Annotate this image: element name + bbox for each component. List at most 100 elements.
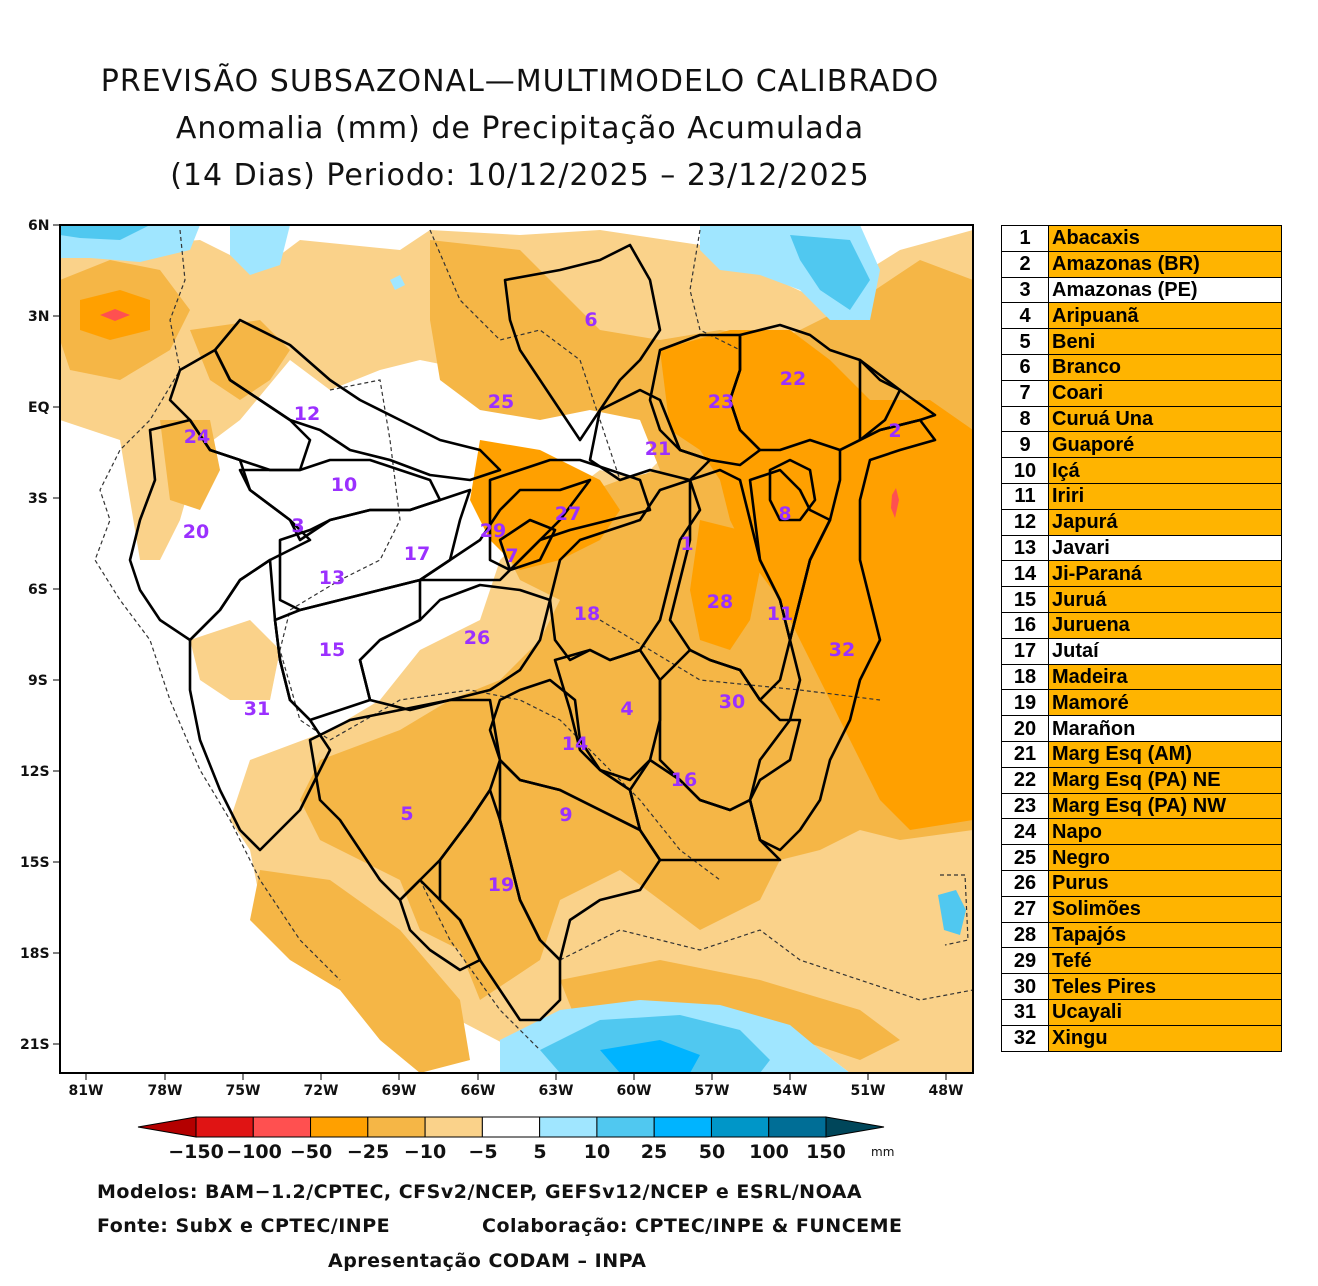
- basin-name: Amazonas (BR): [1048, 250, 1282, 278]
- svg-text:EQ: EQ: [28, 400, 50, 416]
- basin-label: 16: [671, 769, 697, 791]
- basin-name: Tapajós: [1048, 921, 1282, 949]
- basin-number: 10: [1001, 457, 1049, 484]
- basin-label: 20: [183, 521, 209, 543]
- basin-name: Xingu: [1048, 1024, 1282, 1052]
- basin-number: 24: [1001, 818, 1049, 846]
- map-subtitle: Anomalia (mm) de Precipitação Acumulada: [175, 111, 865, 146]
- country-borders: [94, 229, 973, 1051]
- basin-label: 29: [480, 520, 506, 542]
- basin-legend-row: 9 Guaporé: [1001, 431, 1282, 459]
- basin-label: 6: [584, 309, 597, 331]
- basin-name: Abacaxis: [1048, 225, 1282, 252]
- lat-tick-label: 9S: [28, 673, 60, 689]
- basin-number: 16: [1001, 611, 1049, 639]
- footer-source: Fonte: SubX e CPTEC/INPE: [97, 1215, 391, 1237]
- basin-label: 17: [404, 543, 430, 565]
- lat-tick-label: 15S: [20, 855, 60, 871]
- basin-legend-row: 8 Curuá Una: [1001, 405, 1282, 433]
- basin-label: 15: [319, 639, 345, 661]
- basin-label: 27: [555, 503, 581, 525]
- basin-name: Solimões: [1048, 895, 1282, 923]
- basin-number: 28: [1001, 921, 1049, 949]
- basin-name: Ucayali: [1048, 998, 1282, 1026]
- map-frame: [59, 224, 974, 1074]
- basin-number: 26: [1001, 869, 1049, 897]
- colorbar-tick: −150: [168, 1141, 224, 1163]
- svg-text:21S: 21S: [20, 1037, 50, 1053]
- svg-text:51W: 51W: [851, 1083, 886, 1099]
- basin-number: 18: [1001, 663, 1049, 691]
- basin-name: Beni: [1048, 328, 1282, 355]
- basin-number: 3: [1001, 276, 1049, 304]
- basin-number: 29: [1001, 947, 1049, 975]
- basin-label: 31: [244, 698, 270, 720]
- lon-tick-label: 48W: [929, 1073, 964, 1099]
- basin-legend-row: 18 Madeira: [1001, 663, 1282, 691]
- colorbar-cell: [539, 1116, 598, 1138]
- lon-tick-label: 66W: [461, 1073, 495, 1099]
- lon-tick-label: 81W: [69, 1073, 103, 1099]
- basin-name: Javari: [1048, 534, 1282, 562]
- basin-name: Marg Esq (PA) NW: [1048, 792, 1282, 820]
- basin-number: 7: [1001, 379, 1049, 407]
- basin-name: Marañon: [1048, 715, 1282, 742]
- basin-name: Iriri: [1048, 482, 1282, 510]
- basin-number: 15: [1001, 586, 1049, 613]
- svg-text:69W: 69W: [382, 1083, 417, 1099]
- basin-label: 14: [562, 733, 588, 755]
- basin-number: 13: [1001, 534, 1049, 562]
- basin-label: 21: [645, 438, 671, 460]
- basin-name: Tefé: [1048, 947, 1282, 975]
- basin-label: 23: [708, 391, 734, 413]
- basin-legend-row: 23 Marg Esq (PA) NW: [1001, 792, 1282, 820]
- precipitation-anomaly-map: 1 2 3 4 5 6 7 8 9 10 11 12 13 14 15 16 1…: [20, 218, 974, 1163]
- basin-name: Ji-Paraná: [1048, 560, 1282, 588]
- colorbar-cell: [710, 1116, 770, 1138]
- lon-tick-label: 57W: [695, 1073, 729, 1099]
- basin-name: Japurá: [1048, 508, 1282, 536]
- basin-number: 30: [1001, 973, 1049, 1000]
- basin-name: Teles Pires: [1048, 973, 1282, 1000]
- basin-legend-row: 15 Juruá: [1001, 586, 1282, 613]
- footer-models: Modelos: BAM−1.2/CPTEC, CFSv2/NCEP, GEFS…: [97, 1181, 863, 1203]
- lon-tick-label: 75W: [226, 1073, 260, 1099]
- basin-label: 5: [400, 803, 413, 825]
- basin-legend-row: 29 Tefé: [1001, 947, 1282, 975]
- lon-tick-label: 60W: [617, 1073, 651, 1099]
- colorbar-cell: [310, 1116, 369, 1138]
- lat-tick-label: 6S: [28, 582, 60, 598]
- basin-name: Negro: [1048, 844, 1282, 871]
- basin-legend-row: 5 Beni: [1001, 328, 1282, 355]
- colorbar: −150 −100 −50 −25 −10 −5 5 10 25 50 100 …: [137, 1116, 894, 1163]
- basin-name: Aripuanã: [1048, 302, 1282, 330]
- basin-legend-row: 32 Xingu: [1001, 1024, 1282, 1052]
- svg-text:54W: 54W: [773, 1083, 808, 1099]
- basin-label: 30: [719, 691, 745, 713]
- basin-legend-row: 31 Ucayali: [1001, 998, 1282, 1026]
- basin-legend-row: 21 Marg Esq (AM): [1001, 740, 1282, 768]
- svg-text:72W: 72W: [304, 1083, 339, 1099]
- basin-number: 4: [1001, 302, 1049, 330]
- basin-legend-row: 11 Iriri: [1001, 482, 1282, 510]
- basin-name: Amazonas (PE): [1048, 276, 1282, 304]
- basin-labels: 1 2 3 4 5 6 7 8 9 10 11 12 13 14 15 16 1…: [183, 309, 902, 896]
- basin-legend-row: 3 Amazonas (PE): [1001, 276, 1282, 304]
- basin-label: 32: [829, 639, 855, 661]
- basin-number: 25: [1001, 844, 1049, 871]
- basin-legend-row: 27 Solimões: [1001, 895, 1282, 923]
- basin-label: 26: [464, 627, 490, 649]
- lon-tick-label: 78W: [148, 1073, 182, 1099]
- basin-legend-row: 26 Purus: [1001, 869, 1282, 897]
- basin-number: 12: [1001, 508, 1049, 536]
- footer-collaboration: Colaboração: CPTEC/INPE & FUNCEME: [482, 1215, 903, 1237]
- lat-tick-label: 3N: [28, 309, 60, 325]
- basin-number: 31: [1001, 998, 1049, 1026]
- svg-text:12S: 12S: [20, 764, 50, 780]
- basin-legend-row: 20 Marañon: [1001, 715, 1282, 742]
- basin-name: Purus: [1048, 869, 1282, 897]
- svg-text:3N: 3N: [28, 309, 49, 325]
- basin-number: 2: [1001, 250, 1049, 278]
- lat-tick-label: 21S: [20, 1037, 60, 1053]
- svg-text:48W: 48W: [929, 1083, 964, 1099]
